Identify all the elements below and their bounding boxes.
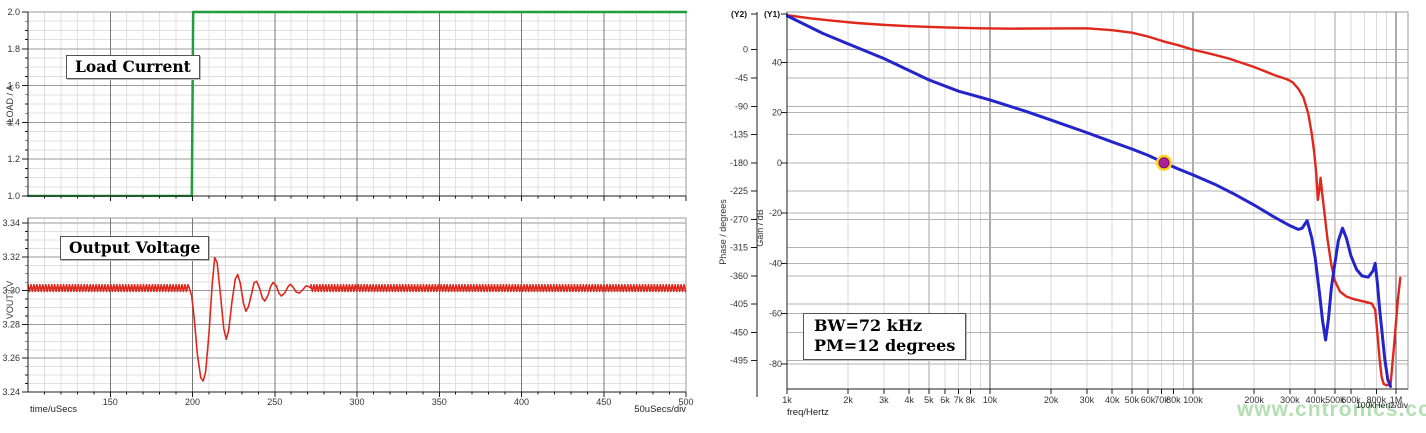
phase-tick-label: -405: [730, 299, 748, 309]
freq-tick-label: 400k: [1305, 395, 1325, 405]
x-tick-label: 500: [678, 397, 693, 407]
x-tick-label: 250: [267, 397, 282, 407]
phase-tick-label: -315: [730, 243, 748, 253]
gain-tick-label: 0: [777, 158, 782, 168]
watermark: www.cntronics.com: [1237, 398, 1426, 421]
freq-tick-label: 2k: [843, 395, 853, 405]
phase-tick-label: -225: [730, 186, 748, 196]
bandwidth-value: BW=72 kHz: [814, 316, 923, 335]
freq-tick-label: 80k: [1166, 395, 1181, 405]
freq-tick-label: 1k: [782, 395, 792, 405]
freq-tick-label: 20k: [1044, 395, 1059, 405]
y-tick-label: 3.34: [2, 218, 20, 228]
gain-tick-label: 20: [772, 108, 782, 118]
time-per-div-label: 50uSecs/div: [634, 404, 686, 415]
freq-tick-label: 1M: [1390, 395, 1403, 405]
phase-margin-value: PM=12 degrees: [814, 336, 956, 355]
bode-chart: 0 -45 -90 -135 -180 -225 -270 -315 -360 -405 -450 -…: [730, 11, 1409, 405]
gain-tick-label: 40: [772, 57, 782, 67]
phase-tick-label: -270: [730, 214, 748, 224]
x-tick-label: 400: [514, 397, 529, 407]
y-tick-label: 3.32: [2, 252, 20, 262]
phase-tick-label: -360: [730, 271, 748, 281]
gain-tick-label: -60: [769, 309, 782, 319]
x-tick-label: 450: [596, 397, 611, 407]
y1-axis-tag: (Y1): [764, 9, 781, 19]
freq-tick-label: 100k: [1183, 395, 1203, 405]
gain-tick-label: -40: [769, 258, 782, 268]
x-tick-label: 350: [432, 397, 447, 407]
y-tick-label: 1.4: [7, 117, 20, 127]
phase-tick-label: 0: [743, 45, 748, 55]
y-tick-label: 3.24: [2, 387, 20, 397]
y-tick-label: 3.26: [2, 353, 20, 363]
freq-tick-label: 6k: [940, 395, 950, 405]
freq-tick-label: 3k: [879, 395, 889, 405]
time-axis-label: time/uSecs: [30, 404, 77, 415]
y-tick-label: 3.30: [2, 286, 20, 296]
phase-tick-label: -450: [730, 327, 748, 337]
phase-tick-label: -45: [735, 73, 748, 83]
output-voltage-curve: [27, 256, 687, 382]
x-tick-label: 200: [185, 397, 200, 407]
y-tick-label: 1.8: [7, 44, 20, 54]
transient-plot-svg: 1.01.21.41.61.82.03.243.263.283.303.323.…: [2, 7, 694, 407]
y-tick-label: 1.2: [7, 154, 20, 164]
x-tick-label: 150: [103, 397, 118, 407]
freq-tick-label: 8k: [966, 395, 976, 405]
y2-axis-tag: (Y2): [731, 9, 748, 19]
y-tick-label: 3.28: [2, 319, 20, 329]
subchart: 3.24 3.26 3.28 3.30 3.32 3.34 150 200 250 300 350 4…: [2, 217, 694, 407]
freq-tick-label: 300k: [1280, 395, 1300, 405]
phase-curve: [786, 13, 1402, 387]
load-current-label: Load Current: [66, 55, 200, 79]
phase-axis-label: Phase / degrees: [718, 199, 728, 265]
freq-tick-label: 50k: [1125, 395, 1140, 405]
freq-axis-label: freq/Hertz: [787, 407, 829, 418]
freq-tick-label: 4k: [904, 395, 914, 405]
y-tick-label: 1.6: [7, 81, 20, 91]
phase-tick-label: -495: [730, 356, 748, 366]
freq-tick-label: 7k: [954, 395, 964, 405]
freq-tick-label: 70k: [1154, 395, 1169, 405]
freq-tick-label: 10k: [983, 395, 998, 405]
phase-tick-label: -180: [730, 158, 748, 168]
y-tick-label: 2.0: [7, 7, 20, 17]
freq-tick-label: 600k: [1341, 395, 1361, 405]
freq-tick-label: 500k: [1325, 395, 1345, 405]
phase-tick-label: -90: [735, 101, 748, 111]
freq-tick-label: 40k: [1105, 395, 1120, 405]
freq-tick-label: 200k: [1244, 395, 1264, 405]
freq-tick-label: 5k: [924, 395, 934, 405]
gain-tick-label: -20: [769, 208, 782, 218]
gain-curve: [786, 14, 1393, 388]
bw-pm-annotation: BW=72 kHz PM=12 degrees: [803, 313, 967, 360]
freq-tick-label: 800k: [1367, 395, 1387, 405]
freq-tick-label: 60k: [1141, 395, 1156, 405]
y-tick-label: 1.0: [7, 191, 20, 201]
crossover-marker[interactable]: [1158, 157, 1170, 169]
freq-per-div-label: 100kHertz/div: [1356, 400, 1408, 410]
freq-tick-label: 30k: [1080, 395, 1095, 405]
gain-tick-label: -80: [769, 359, 782, 369]
phase-tick-label: -135: [730, 130, 748, 140]
gain-axis-label: Gain / dB: [755, 209, 765, 247]
x-tick-label: 300: [349, 397, 364, 407]
output-voltage-label: Output Voltage: [60, 236, 210, 260]
